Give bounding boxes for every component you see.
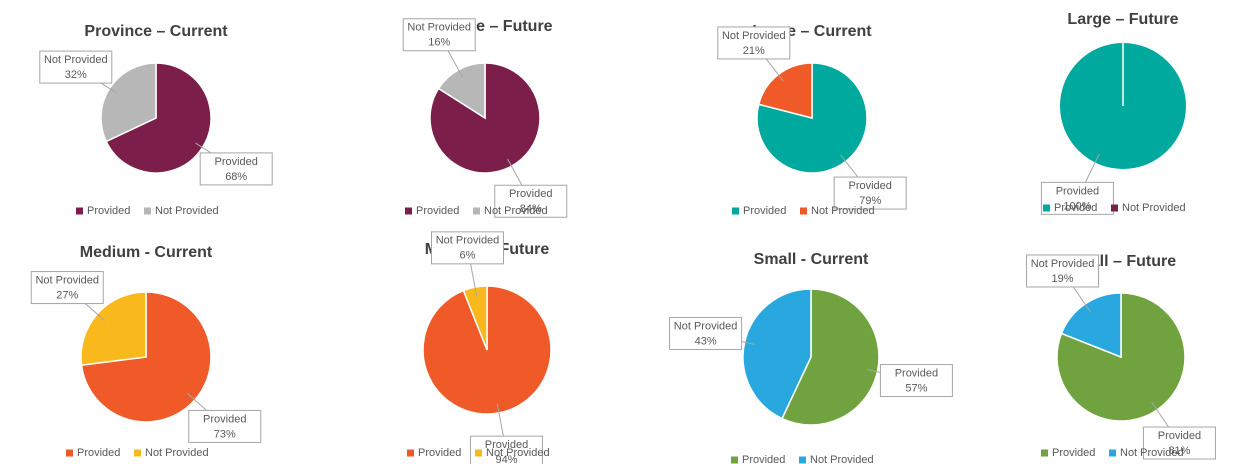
chart-title: Small - Current [754, 251, 869, 268]
data-label: 94% [495, 454, 517, 464]
data-label: 84% [520, 203, 542, 215]
pie-chart: Province – Current Provided 68% Not Provide… [39, 23, 273, 217]
pie-chart: Small - Current Provided 57% Not Provided 43… [669, 251, 953, 464]
label-box [1142, 426, 1216, 460]
legend-swatch [405, 207, 412, 215]
chart-title: Medium - Current [80, 244, 213, 261]
legend-swatch [66, 449, 73, 457]
legend-swatch [475, 449, 482, 457]
legend-label: Not Provided [1120, 447, 1184, 459]
data-label: 68% [225, 171, 247, 183]
legend-label: Not Provided [811, 205, 875, 217]
data-label-category: Not Provided [44, 54, 108, 66]
data-label-category: Provided [1056, 185, 1099, 197]
data-label-category: Not Provided [35, 274, 99, 286]
legend-swatch [732, 207, 739, 215]
legend-label: Not Provided [810, 454, 874, 464]
data-label: 79% [859, 195, 881, 207]
label-box [188, 409, 262, 443]
data-label-category: Not Provided [722, 30, 786, 42]
data-label: 27% [56, 289, 78, 301]
legend-swatch [1041, 449, 1048, 457]
legend-label: Provided [742, 454, 785, 464]
label-box [402, 18, 476, 52]
data-label: 57% [905, 382, 927, 394]
legend-swatch [799, 456, 806, 464]
label-box [39, 50, 113, 84]
legend-swatch [473, 207, 480, 215]
label-box [879, 364, 953, 398]
legend-label: Provided [416, 205, 459, 217]
data-label: 73% [214, 428, 236, 440]
legend-label: Not Provided [155, 205, 219, 217]
legend-label: Provided [1052, 447, 1095, 459]
data-label: 32% [65, 69, 87, 81]
data-label-category: Not Provided [674, 320, 738, 332]
data-label-category: Provided [1158, 430, 1201, 442]
data-label-category: Provided [895, 367, 938, 379]
legend-swatch [134, 449, 141, 457]
legend-label: Provided [743, 205, 786, 217]
data-label: 100% [1063, 200, 1091, 212]
legend-swatch [731, 456, 738, 464]
legend-label: Provided [77, 447, 120, 459]
chart-title: Large – Future [1067, 11, 1178, 28]
legend-swatch [1043, 204, 1050, 212]
pie-chart: Medium - Current Provided 73% Not Provided 2… [30, 244, 262, 459]
data-label: 21% [743, 45, 765, 57]
data-label-category: Provided [509, 188, 552, 200]
legend-swatch [407, 449, 414, 457]
label-box [1026, 254, 1100, 288]
legend-swatch [144, 207, 151, 215]
legend-label: Not Provided [484, 205, 548, 217]
data-label-category: Not Provided [407, 22, 471, 34]
label-box [494, 184, 568, 218]
data-label: 6% [460, 250, 476, 262]
data-label: 43% [695, 335, 717, 347]
label-box [431, 231, 505, 265]
label-box [717, 26, 791, 60]
data-label-category: Provided [485, 439, 528, 451]
legend-label: Not Provided [145, 447, 209, 459]
legend-swatch [800, 207, 807, 215]
legend-label: Provided [87, 205, 130, 217]
legend-label: Provided [418, 447, 461, 459]
data-label-category: Provided [215, 156, 258, 168]
label-box [669, 316, 743, 350]
legend-label: Provided [1054, 202, 1097, 214]
data-label: 16% [428, 37, 450, 49]
legend-label: Not Provided [486, 447, 550, 459]
data-label: 19% [1052, 273, 1074, 285]
data-label-category: Provided [849, 180, 892, 192]
data-label-category: Not Provided [436, 235, 500, 247]
legend-swatch [76, 207, 83, 215]
legend-swatch [1109, 449, 1116, 457]
label-box [199, 152, 273, 186]
data-label-category: Not Provided [1031, 258, 1095, 270]
legend-swatch [1111, 204, 1118, 212]
label-box [1040, 181, 1114, 215]
label-box [469, 435, 543, 464]
data-label-category: Provided [203, 413, 246, 425]
chart-title: Province – Current [84, 23, 228, 40]
legend-label: Not Provided [1122, 202, 1186, 214]
label-box [30, 271, 104, 305]
label-box [833, 176, 907, 210]
data-label: 81% [1168, 445, 1190, 457]
